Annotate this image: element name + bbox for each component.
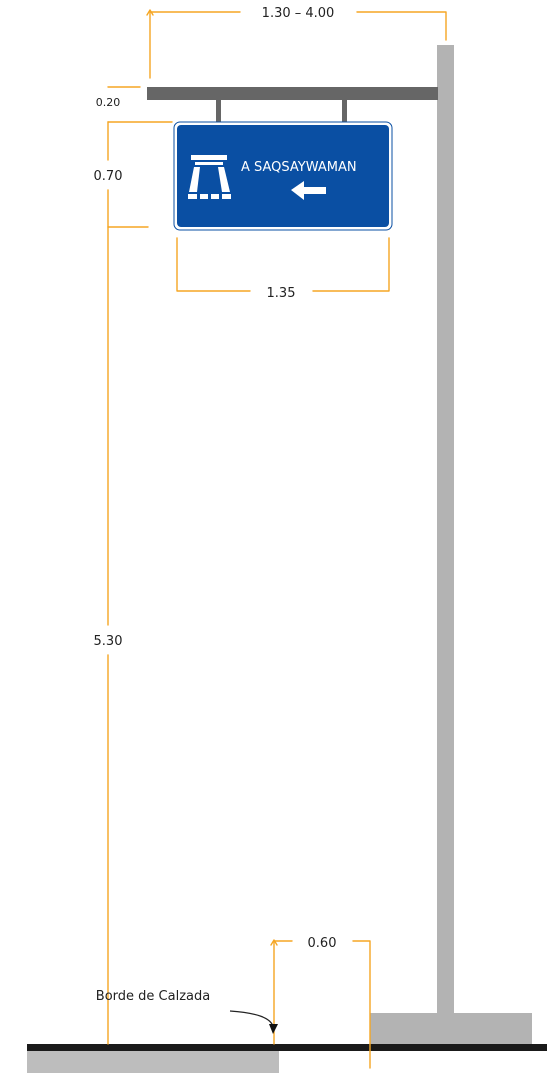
callout-arrowhead-icon (269, 1024, 278, 1034)
dimension-clearance-height: 5.30 (94, 226, 123, 1045)
dimension-edge-offset-label: 0.60 (308, 936, 337, 951)
road-edge-label: Borde de Calzada (96, 989, 210, 1004)
road-edge-callout: Borde de Calzada (96, 989, 278, 1034)
sign-hanger-left (216, 100, 221, 122)
vertical-post (437, 45, 454, 1015)
dimension-sign-height-label: 0.70 (94, 169, 123, 184)
dimension-sign-height: 0.70 (94, 121, 173, 228)
sign-hanger-right (342, 100, 347, 122)
horizontal-arm (147, 87, 438, 100)
dimension-arm-length: 1.30 – 4.00 (146, 6, 447, 79)
dimension-arm-thickness: 0.20 (96, 86, 141, 109)
sign-background (177, 125, 389, 227)
left-arrow-icon (291, 181, 326, 200)
sidewalk-block (27, 1051, 279, 1073)
dimension-clearance-height-label: 5.30 (94, 634, 123, 649)
dimension-edge-offset: 0.60 (270, 936, 371, 1069)
dimension-arm-thickness-label: 0.20 (96, 96, 121, 109)
sign-destination-text: A SAQSAYWAMAN (241, 160, 357, 175)
dimension-arm-length-label: 1.30 – 4.00 (262, 6, 335, 21)
dimension-sign-width-label: 1.35 (267, 286, 296, 301)
sign-panel: A SAQSAYWAMAN (173, 121, 393, 231)
callout-leader-line (229, 1010, 274, 1027)
road-surface (27, 1044, 547, 1051)
foundation-block (370, 1013, 532, 1047)
dimension-sign-width: 1.35 (176, 237, 390, 301)
saqsaywaman-ruins-icon (188, 155, 231, 199)
